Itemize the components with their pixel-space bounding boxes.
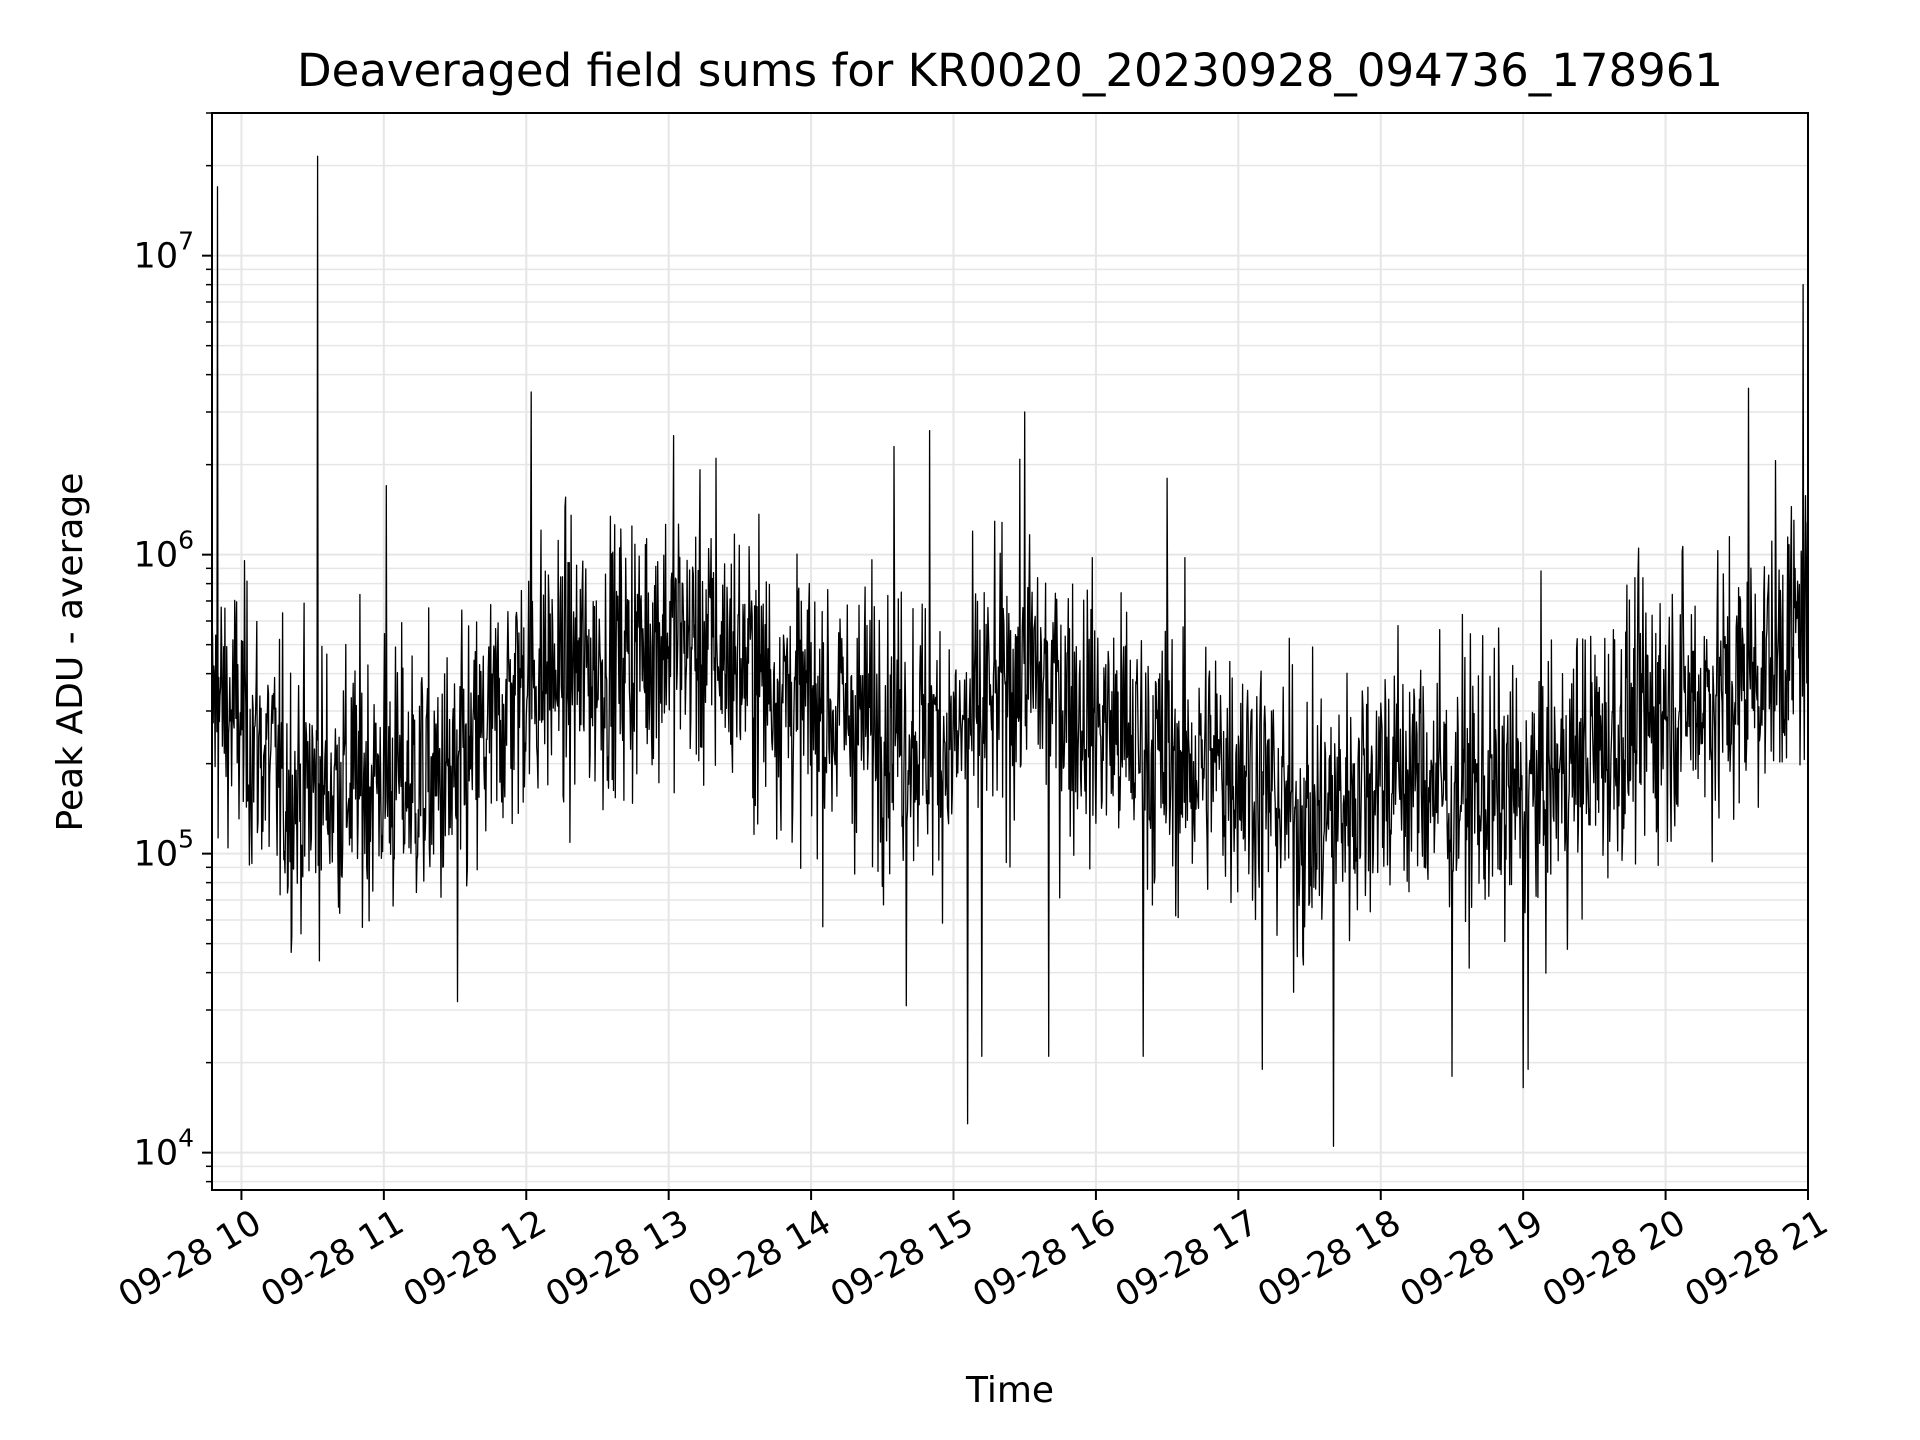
chart-title: Deaveraged field sums for KR0020_2023092… (297, 44, 1723, 97)
y-tick-label: 106 (134, 526, 194, 576)
plot-frame (211, 112, 1809, 1191)
x-axis-label: Time (965, 1370, 1054, 1411)
y-tick-label: 107 (134, 227, 194, 277)
y-axis-label: Peak ADU - average (50, 473, 91, 832)
y-tick-label: 105 (134, 825, 194, 875)
y-tick-label: 104 (134, 1124, 194, 1174)
series-line (211, 155, 1809, 1147)
series (211, 155, 1809, 1147)
